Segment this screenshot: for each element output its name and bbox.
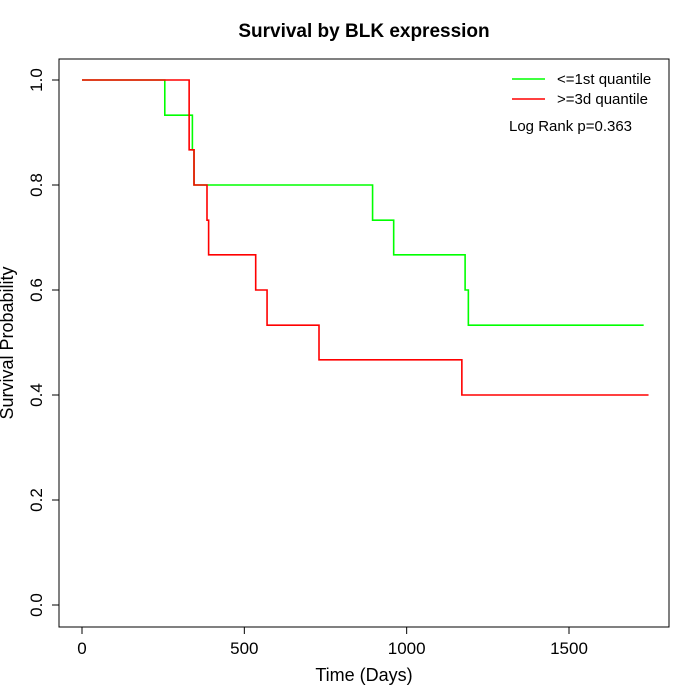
plot-frame [58,58,670,628]
y-tick-label: 0.0 [27,593,46,617]
legend-label: <=1st quantile [557,71,651,88]
y-tick-label: 0.4 [27,383,46,407]
series-layer [82,79,649,396]
legend-label: >=3d quantile [557,91,648,108]
legend: <=1st quantile >=3d quantile [512,71,651,108]
y-tick-label: 0.6 [27,278,46,302]
y-axis: 0.0 0.2 0.4 0.6 0.8 1.0 [27,68,60,617]
x-axis: 0 500 1000 1500 [77,626,588,658]
x-tick-label: 1500 [550,639,588,658]
y-axis-label: Survival Probability [0,266,17,419]
y-tick-label: 0.2 [27,488,46,512]
y-tick-label: 0.8 [27,173,46,197]
log-rank-annotation: Log Rank p=0.363 [509,118,632,135]
x-tick-label: 1000 [388,639,426,658]
series-line-1 [82,79,649,396]
x-axis-label: Time (Days) [315,665,412,685]
chart-title: Survival by BLK expression [238,21,489,42]
x-tick-label: 500 [230,639,258,658]
x-tick-label: 0 [77,639,86,658]
y-tick-label: 1.0 [27,68,46,92]
series-line-0 [82,79,644,326]
